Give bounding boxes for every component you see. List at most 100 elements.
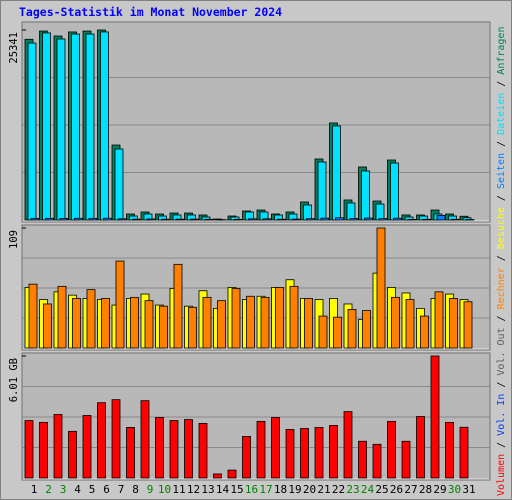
bar: [56, 38, 66, 221]
bar: [140, 400, 150, 479]
bar: [347, 309, 357, 349]
legend: Volumen / Vol. In / Vol. Out / Rechner / Besuche…: [496, 27, 507, 496]
bar: [146, 218, 156, 221]
bar: [449, 298, 458, 349]
bar: [53, 414, 63, 479]
bar: [59, 218, 69, 221]
bar: [346, 202, 356, 221]
bar: [202, 296, 212, 349]
bar: [256, 420, 266, 479]
bar: [103, 217, 112, 221]
x-tick-label: 7: [118, 483, 125, 496]
x-tick-label: 19: [288, 483, 301, 496]
bar: [372, 443, 382, 479]
bar: [30, 218, 40, 221]
bar: [155, 417, 164, 479]
bar: [405, 299, 415, 349]
x-tick-label: 17: [259, 483, 272, 496]
bar: [198, 422, 208, 479]
bar: [306, 218, 315, 221]
bar: [217, 300, 226, 349]
bar: [126, 427, 135, 479]
bar: [248, 218, 257, 221]
bar: [459, 426, 469, 479]
bar: [320, 217, 330, 221]
bar: [318, 315, 328, 349]
x-tick-label: 31: [462, 483, 475, 496]
bar: [362, 310, 371, 349]
legend-entry: Vol. Out: [496, 327, 507, 375]
bar: [422, 218, 431, 221]
bar: [451, 218, 460, 221]
bar: [333, 316, 342, 349]
bar: [376, 227, 386, 349]
y-tick-label: 25341: [8, 32, 20, 64]
bar: [343, 411, 353, 479]
chart-title: Tages-Statistik im Monat November 2024: [19, 5, 282, 19]
legend-separator: /: [496, 382, 507, 388]
bar: [375, 203, 385, 221]
bar: [416, 416, 425, 479]
bar: [85, 33, 95, 221]
bar: [390, 162, 399, 221]
x-tick-label: 26: [390, 483, 403, 496]
bar: [260, 296, 270, 349]
bar: [291, 218, 301, 221]
legend-separator: /: [496, 442, 507, 448]
bar: [227, 469, 237, 479]
bar: [88, 217, 98, 221]
x-tick-label: 24: [361, 483, 375, 496]
bar: [42, 32, 51, 221]
x-tick-label: 25: [375, 483, 388, 496]
bar: [300, 428, 309, 479]
x-tick-label: 6: [103, 483, 110, 496]
legend-separator: /: [496, 141, 507, 147]
bar: [28, 283, 38, 349]
x-tick-label: 9: [147, 483, 154, 496]
bar: [401, 440, 411, 479]
bar: [391, 296, 400, 349]
bar: [262, 218, 272, 221]
bar: [115, 260, 125, 349]
x-tick-label: 3: [60, 483, 67, 496]
x-tick-label: 20: [303, 483, 316, 496]
y-tick-label: 6.01 GB: [8, 358, 20, 402]
bar: [184, 419, 193, 479]
bar: [100, 31, 109, 221]
x-tick-label: 22: [332, 483, 345, 496]
y-tick-label: 109: [8, 230, 20, 249]
x-tick-label: 8: [132, 483, 139, 496]
bar: [271, 417, 280, 479]
x-tick-label: 30: [448, 483, 461, 496]
legend-entry: Seiten: [496, 153, 507, 189]
bar: [242, 435, 251, 479]
bar: [387, 420, 396, 479]
bar: [393, 217, 402, 221]
x-tick-label: 2: [45, 483, 52, 496]
bar: [45, 217, 54, 221]
bar: [434, 291, 444, 349]
legend-entry: Anfragen: [496, 27, 507, 75]
bar: [111, 399, 121, 479]
bar: [74, 217, 83, 221]
legend-separator: /: [496, 315, 507, 321]
bar: [173, 263, 183, 349]
bar: [161, 218, 170, 221]
x-tick-label: 11: [172, 483, 185, 496]
bar: [304, 298, 313, 349]
bar: [445, 421, 454, 479]
bar: [317, 161, 327, 221]
bar: [463, 301, 473, 349]
x-tick-label: 12: [187, 483, 200, 496]
bar: [117, 218, 127, 221]
bar: [361, 170, 370, 221]
x-tick-label: 13: [201, 483, 214, 496]
bar: [358, 440, 367, 479]
x-tick-label: 15: [230, 483, 243, 496]
x-tick-label: 10: [158, 483, 171, 496]
bar: [246, 295, 255, 349]
legend-entry: Besuche: [496, 207, 507, 249]
bar: [204, 218, 214, 221]
legend-entry: Rechner: [496, 267, 507, 309]
bar: [364, 217, 373, 221]
